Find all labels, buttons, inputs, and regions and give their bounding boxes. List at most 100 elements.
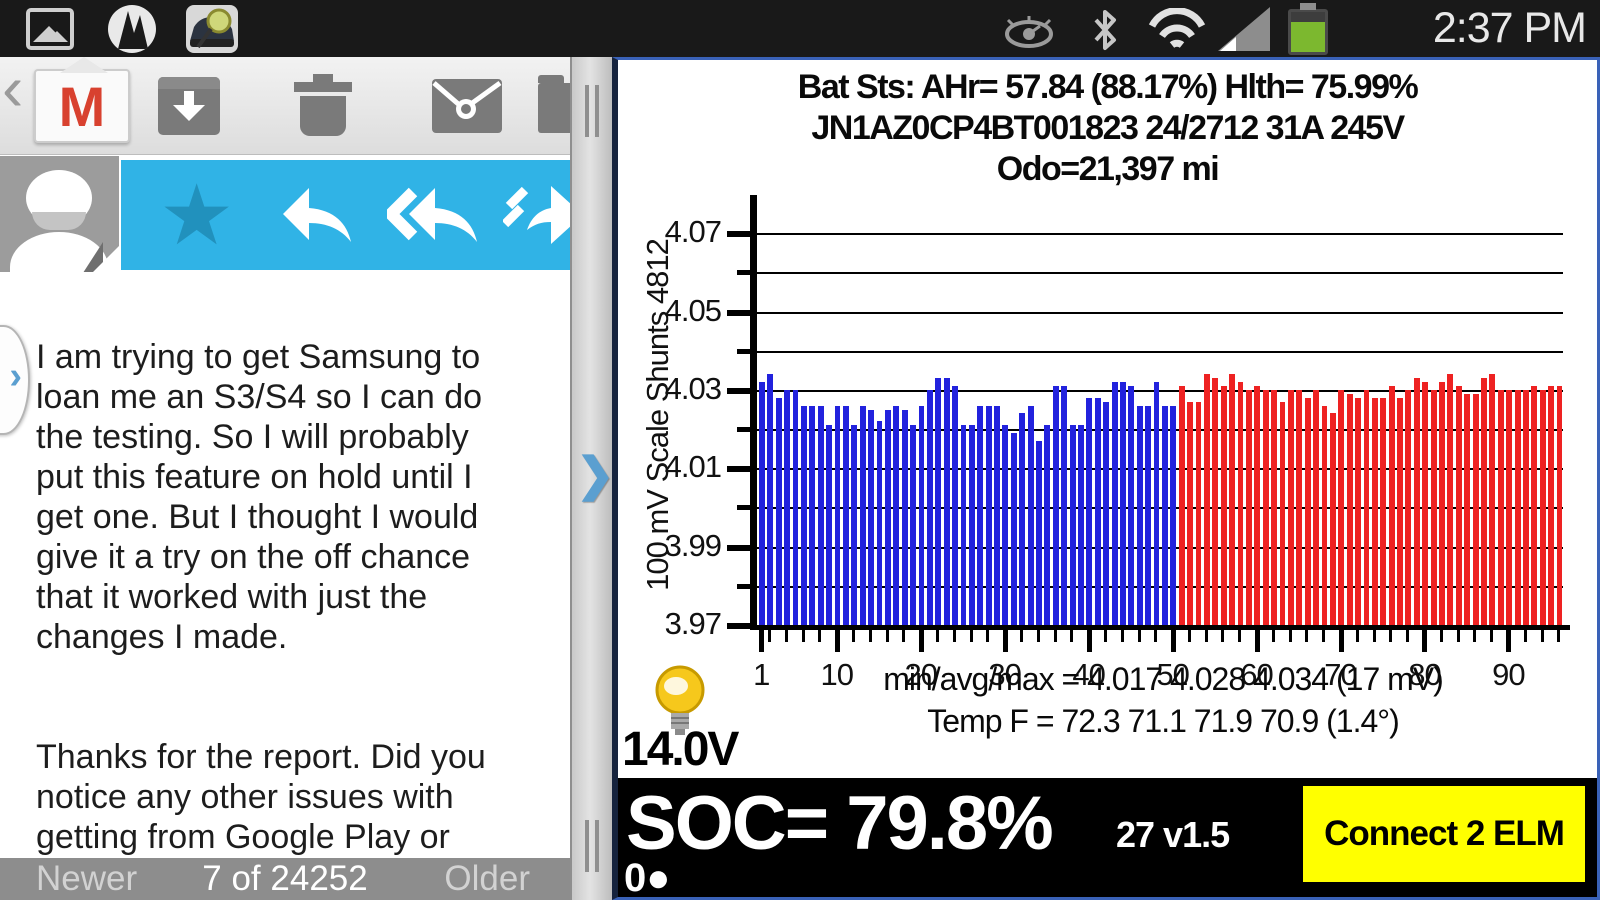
x-tick-minor (1070, 630, 1074, 642)
bluetooth-icon (1088, 8, 1122, 57)
email-paragraph-1: I am trying to get Samsung to loan me an… (36, 338, 483, 656)
leafspy-app-icon (186, 5, 238, 53)
cell-bar-7 (809, 405, 816, 625)
x-tick-major (834, 630, 840, 652)
y-axis (750, 195, 757, 630)
x-tick-major (918, 630, 924, 652)
mountain-app-icon (108, 5, 156, 53)
mark-unread-button[interactable] (432, 79, 502, 133)
smart-stay-eye-icon (1000, 14, 1058, 53)
y-tick-major (727, 387, 751, 394)
delete-button[interactable] (294, 74, 352, 136)
cell-bar-57 (1229, 374, 1236, 625)
cell-bar-69 (1329, 413, 1336, 625)
odometer-line: Odo=21,397 mi (996, 150, 1220, 188)
cell-bar-29 (994, 405, 1000, 625)
cell-bar-85 (1464, 393, 1471, 625)
cell-bar-50 (1170, 405, 1177, 625)
cell-bar-34 (1036, 440, 1042, 625)
archive-button[interactable] (158, 77, 220, 135)
status-bar: 2:37 PM (0, 0, 1600, 57)
x-tick-major (1422, 630, 1428, 652)
gmail-logo-flap (60, 57, 108, 73)
sender-avatar[interactable] (0, 156, 119, 272)
x-tick-minor (1406, 630, 1410, 642)
x-tick-minor (801, 630, 805, 642)
x-tick-minor (1305, 630, 1309, 642)
cell-bar-65 (1296, 389, 1303, 625)
x-tick-major (1002, 630, 1008, 652)
cell-bar-48 (1153, 382, 1160, 625)
cell-bar-36 (1052, 386, 1059, 625)
divider-grip-bottom-icon[interactable] (583, 820, 601, 872)
x-tick-minor (1439, 630, 1443, 642)
star-icon[interactable]: ★ (159, 168, 235, 262)
gmail-toolbar: ‹ M (0, 57, 570, 155)
back-chevron-icon[interactable]: ‹ (2, 57, 24, 124)
y-tick-minor (737, 583, 751, 589)
y-tick-major (727, 231, 751, 238)
y-tick-label: 4.03 (664, 370, 722, 406)
x-tick-minor (1473, 630, 1477, 642)
x-tick-minor (1372, 630, 1376, 642)
cell-bar-72 (1355, 397, 1361, 625)
gridline (757, 311, 1563, 314)
cell-bar-5 (792, 389, 799, 625)
x-tick-minor (1187, 630, 1191, 642)
x-tick-label: 80 (1408, 657, 1441, 692)
reply-all-icon[interactable] (387, 180, 483, 250)
clock: 2:37 PM (1432, 4, 1587, 52)
cell-bar-53 (1195, 401, 1202, 625)
cell-bar-26 (968, 425, 975, 625)
reply-icon[interactable] (279, 180, 357, 250)
x-tick-minor (1288, 630, 1292, 642)
min-avg-max-line: min/avg/max = 4.017 4.028 4.034 (17 mV) (883, 661, 1444, 697)
cell-bar-12 (851, 425, 858, 625)
cell-bar-22 (935, 378, 942, 625)
x-tick-minor (936, 630, 939, 642)
y-axis-label: 100 mV Scale Shunts 4812 (640, 239, 675, 591)
cell-bar-15 (876, 421, 883, 625)
cell-bar-21 (926, 389, 933, 625)
cell-bar-83 (1447, 374, 1454, 625)
cell-bar-25 (960, 425, 967, 625)
split-screen-divider[interactable]: ❯ (570, 57, 615, 900)
cell-bar-40 (1086, 397, 1093, 625)
cell-bar-63 (1279, 401, 1286, 625)
x-tick-minor (784, 630, 788, 642)
gmail-logo-icon[interactable]: M (34, 57, 130, 143)
gmail-logo-letter: M (58, 74, 106, 138)
message-action-bar: ★ (121, 160, 570, 270)
divider-grip-top-icon[interactable] (583, 85, 601, 137)
connect-elm-button[interactable]: Connect 2 ELM (1303, 786, 1585, 882)
x-tick-minor (1523, 630, 1527, 642)
label-drawer-handle[interactable]: › (0, 325, 30, 435)
newer-button[interactable]: Newer (36, 859, 138, 898)
x-tick-label: 20 (904, 657, 937, 692)
wifi-icon (1146, 7, 1208, 57)
cell-bar-92 (1523, 389, 1529, 625)
cell-bar-93 (1531, 386, 1538, 625)
forward-icon[interactable] (503, 180, 570, 250)
older-button[interactable]: Older (444, 859, 530, 898)
headlight-bulb-icon[interactable] (654, 664, 706, 753)
cell-bar-38 (1069, 425, 1076, 625)
cell-bar-35 (1044, 425, 1051, 625)
y-tick-minor (737, 427, 751, 433)
gridline (757, 272, 1563, 275)
cell-bar-70 (1338, 389, 1345, 625)
battery-status-line: Bat Sts: AHr= 57.84 (88.17%) Hlth= 75.99… (797, 68, 1419, 106)
cell-bar-87 (1481, 378, 1487, 625)
cell-bar-23 (943, 378, 950, 625)
soc-value: SOC= 79.8% (626, 781, 1054, 866)
x-tick-minor (1053, 630, 1057, 642)
move-to-folder-button[interactable] (538, 75, 570, 133)
y-tick-label: 4.05 (664, 292, 722, 328)
x-tick-minor (1355, 630, 1359, 642)
x-tick-minor (1221, 630, 1225, 642)
cell-bar-17 (893, 405, 900, 625)
x-tick-minor (768, 630, 772, 642)
cell-bar-3 (775, 397, 782, 625)
divider-chevron-icon[interactable]: ❯ (576, 448, 615, 500)
